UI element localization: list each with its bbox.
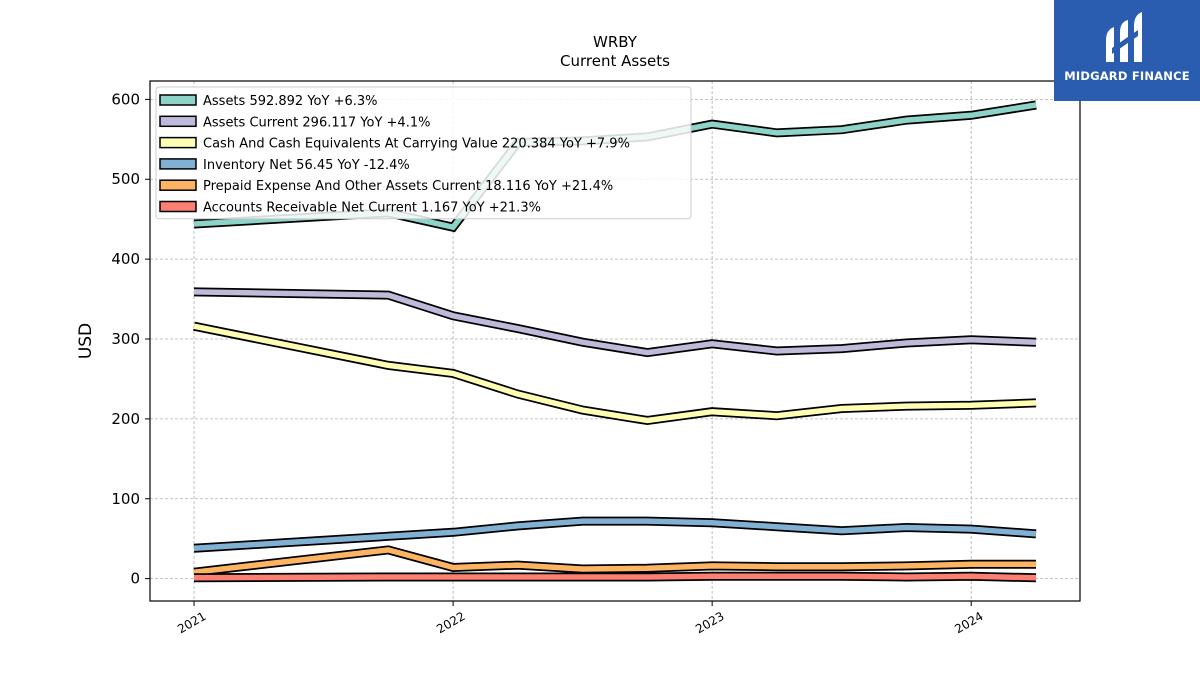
y-tick-label: 200 bbox=[111, 410, 140, 428]
legend-box bbox=[155, 86, 692, 220]
legend-entry: Assets 592.892 YoY +6.3% bbox=[203, 94, 378, 109]
y-tick-label: 400 bbox=[111, 250, 140, 268]
x-tick-label: 2021 bbox=[175, 609, 208, 636]
logo-text: MIDGARD FINANCE bbox=[1064, 69, 1190, 83]
chart-title-block: WRBY Current Assets bbox=[0, 33, 1200, 71]
series-line bbox=[193, 289, 1037, 356]
legend-swatch bbox=[159, 115, 197, 128]
logo-mark-icon bbox=[1106, 12, 1142, 62]
x-tick-label: 2022 bbox=[434, 609, 467, 636]
legend-entry: Inventory Net 56.45 YoY -12.4% bbox=[203, 158, 410, 173]
x-tick-label: 2023 bbox=[693, 609, 726, 636]
legend-entry: Accounts Receivable Net Current 1.167 Yo… bbox=[203, 201, 541, 216]
legend-swatch bbox=[159, 200, 197, 213]
midgard-finance-logo: MIDGARD FINANCE bbox=[1054, 0, 1200, 101]
series-line bbox=[193, 323, 1037, 424]
legend-entry: Prepaid Expense And Other Assets Current… bbox=[203, 179, 613, 194]
series-line bbox=[193, 518, 1037, 552]
x-tick-label: 2024 bbox=[952, 609, 985, 636]
legend-entry: Assets Current 296.117 YoY +4.1% bbox=[203, 115, 430, 130]
y-tick-label: 0 bbox=[130, 570, 140, 588]
series-line bbox=[193, 573, 1037, 581]
legend-entry: Cash And Cash Equivalents At Carrying Va… bbox=[203, 137, 630, 152]
legend-swatch bbox=[159, 136, 197, 149]
legend-swatch bbox=[159, 179, 197, 191]
y-tick-label: 100 bbox=[111, 490, 140, 508]
chart-title: WRBY bbox=[593, 33, 637, 51]
y-axis-title: USD bbox=[76, 323, 96, 359]
legend-swatch bbox=[159, 94, 197, 106]
y-tick-label: 300 bbox=[111, 330, 140, 348]
series-line bbox=[193, 547, 1036, 575]
y-tick-label: 600 bbox=[111, 90, 140, 108]
chart-subtitle: Current Assets bbox=[560, 52, 670, 70]
y-tick-label: 500 bbox=[111, 170, 140, 188]
plot-frame bbox=[149, 80, 1081, 602]
legend-swatch bbox=[159, 158, 197, 170]
